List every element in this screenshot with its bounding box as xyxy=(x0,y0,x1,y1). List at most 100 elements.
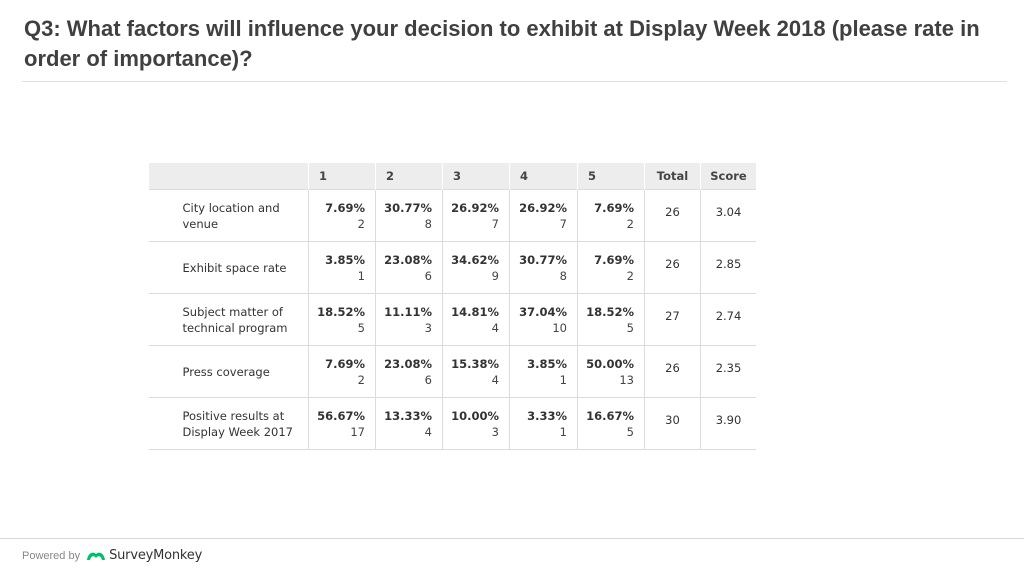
percentage-value: 18.52% xyxy=(586,304,634,319)
percentage-value: 30.77% xyxy=(519,252,567,267)
percentage-value: 23.08% xyxy=(384,252,432,267)
percentage-value: 15.38% xyxy=(451,356,499,371)
row-label-cell: Subject matter of technical program xyxy=(148,293,309,346)
rank-2-cell: 30.77% 8 xyxy=(375,189,443,242)
count-value: 3 xyxy=(491,424,499,439)
count-value: 2 xyxy=(626,268,634,283)
count-value: 9 xyxy=(491,268,499,283)
count-value: 1 xyxy=(559,424,567,439)
table-row: Exhibit space rate 3.85% 1 23.08% 6 34.62% 9 30… xyxy=(148,241,756,294)
percentage-value: 13.33% xyxy=(384,408,432,423)
percentage-value: 7.69% xyxy=(325,356,365,371)
row-label-cell: Exhibit space rate xyxy=(148,241,309,294)
row-label: City location and venue xyxy=(182,200,280,231)
rank-2-cell: 23.08% 6 xyxy=(375,241,443,294)
column-header-answer xyxy=(148,163,309,190)
rank-2-cell: 11.11% 3 xyxy=(375,293,443,346)
percentage-value: 14.81% xyxy=(451,304,499,319)
count-value: 4 xyxy=(491,320,499,335)
count-value: 17 xyxy=(350,424,365,439)
rank-5-cell: 7.69% 2 xyxy=(577,189,645,242)
rank-5-cell: 16.67% 5 xyxy=(577,397,645,450)
percentage-value: 50.00% xyxy=(586,356,634,371)
percentage-value: 3.85% xyxy=(527,356,567,371)
column-header-rank-5: 5 xyxy=(577,163,645,190)
count-value: 8 xyxy=(559,268,567,283)
percentage-value: 3.33% xyxy=(527,408,567,423)
row-label-cell: City location and venue xyxy=(148,189,309,242)
rank-1-cell: 7.69% 2 xyxy=(308,189,376,242)
count-value: 2 xyxy=(357,216,365,231)
title-divider xyxy=(22,81,1007,82)
percentage-value: 34.62% xyxy=(451,252,499,267)
count-value: 5 xyxy=(357,320,365,335)
count-value: 5 xyxy=(626,320,634,335)
row-label: Exhibit space rate xyxy=(182,260,287,275)
rank-5-cell: 50.00% 13 xyxy=(577,345,645,398)
results-table: 1 2 3 4 5 Total Score City location and … xyxy=(148,163,756,450)
score-value: 2.85 xyxy=(700,241,756,294)
count-value: 3 xyxy=(424,320,432,335)
rank-3-cell: 34.62% 9 xyxy=(442,241,510,294)
table-body: City location and venue 7.69% 2 30.77% 8 26.9… xyxy=(148,189,756,450)
column-header-score: Score xyxy=(700,163,756,190)
column-header-rank-1: 1 xyxy=(308,163,376,190)
score-value: 2.74 xyxy=(700,293,756,346)
percentage-value: 56.67% xyxy=(317,408,365,423)
table-row: Positive results at Display Week 2017 56.… xyxy=(148,397,756,450)
page-title: Q3: What factors will influence your dec… xyxy=(24,16,980,71)
table-row: Press coverage 7.69% 2 23.08% 6 15.38% 4 3.85% 1… xyxy=(148,345,756,398)
count-value: 13 xyxy=(619,372,634,387)
percentage-value: 7.69% xyxy=(325,200,365,215)
percentage-value: 7.69% xyxy=(594,252,634,267)
percentage-value: 37.04% xyxy=(519,304,567,319)
surveymonkey-brand: SurveyMonkey xyxy=(109,548,203,563)
row-label-cell: Positive results at Display Week 2017 xyxy=(148,397,309,450)
rank-1-cell: 18.52% 5 xyxy=(308,293,376,346)
count-value: 2 xyxy=(357,372,365,387)
rank-4-cell: 30.77% 8 xyxy=(509,241,578,294)
table-row: Subject matter of technical program 18.52… xyxy=(148,293,756,346)
percentage-value: 11.11% xyxy=(384,304,432,319)
footer-divider xyxy=(0,538,1024,539)
percentage-value: 26.92% xyxy=(451,200,499,215)
column-header-rank-2: 2 xyxy=(375,163,443,190)
rank-1-cell: 7.69% 2 xyxy=(308,345,376,398)
table-row: City location and venue 7.69% 2 30.77% 8 26.9… xyxy=(148,189,756,242)
score-value: 3.04 xyxy=(700,189,756,242)
count-value: 2 xyxy=(626,216,634,231)
rank-1-cell: 3.85% 1 xyxy=(308,241,376,294)
rank-4-cell: 37.04% 10 xyxy=(509,293,578,346)
score-value: 2.35 xyxy=(700,345,756,398)
rank-4-cell: 3.33% 1 xyxy=(509,397,578,450)
percentage-value: 30.77% xyxy=(384,200,432,215)
percentage-value: 26.92% xyxy=(519,200,567,215)
row-label-cell: Press coverage xyxy=(148,345,309,398)
count-value: 10 xyxy=(552,320,567,335)
rank-5-cell: 7.69% 2 xyxy=(577,241,645,294)
percentage-value: 10.00% xyxy=(451,408,499,423)
count-value: 4 xyxy=(424,424,432,439)
rank-4-cell: 3.85% 1 xyxy=(509,345,578,398)
percentage-value: 3.85% xyxy=(325,252,365,267)
count-value: 6 xyxy=(424,268,432,283)
column-header-rank-3: 3 xyxy=(442,163,510,190)
row-label: Press coverage xyxy=(182,364,270,379)
rank-3-cell: 14.81% 4 xyxy=(442,293,510,346)
count-value: 1 xyxy=(559,372,567,387)
surveymonkey-logo-icon xyxy=(87,552,106,560)
total-value: 26 xyxy=(644,189,701,242)
count-value: 1 xyxy=(357,268,365,283)
rank-2-cell: 23.08% 6 xyxy=(375,345,443,398)
percentage-value: 16.67% xyxy=(586,408,634,423)
score-value: 3.90 xyxy=(700,397,756,450)
column-header-total: Total xyxy=(644,163,701,190)
count-value: 8 xyxy=(424,216,432,231)
footer: Powered by SurveyMonkey xyxy=(22,548,202,563)
column-header-rank-4: 4 xyxy=(509,163,578,190)
rank-1-cell: 56.67% 17 xyxy=(308,397,376,450)
rank-2-cell: 13.33% 4 xyxy=(375,397,443,450)
percentage-value: 18.52% xyxy=(317,304,365,319)
count-value: 5 xyxy=(626,424,634,439)
total-value: 26 xyxy=(644,241,701,294)
